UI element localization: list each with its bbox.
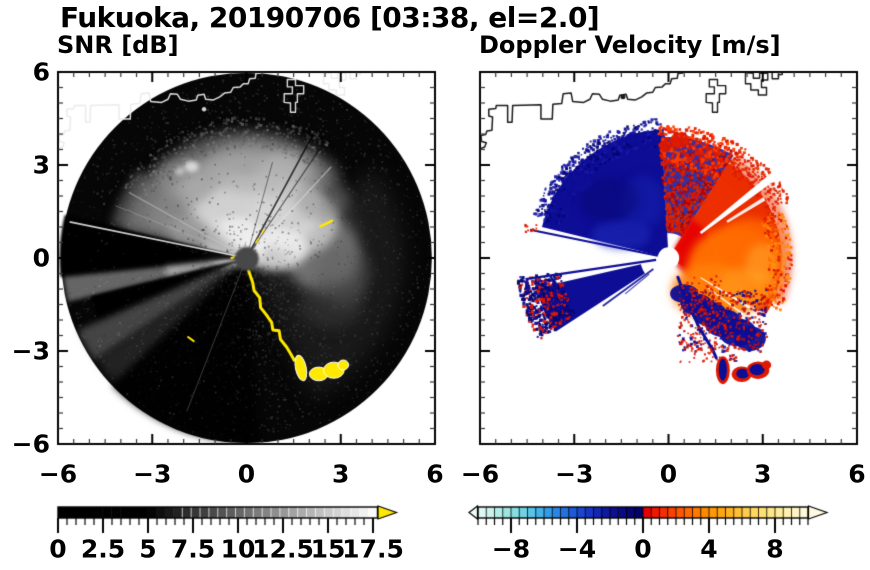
x-tick-label: 6 [426,459,444,489]
colorbar-tick-label: 12.5 [252,534,314,564]
doppler-panel-title: Doppler Velocity [m/s] [479,31,781,59]
colorbar-tick-label: 17.5 [342,534,404,564]
colorbar-tick-label: 7.5 [170,534,216,564]
x-tick-label: −6 [38,459,78,489]
x-tick-label: 3 [754,459,772,489]
colorbar-tick-label: 10 [220,534,256,564]
x-tick-label: 6 [848,459,866,489]
colorbar-tick-label: −4 [557,534,597,564]
doppler-ppi-plot [480,72,857,444]
x-tick-label: −6 [460,459,500,489]
colorbar-tick-label: 2.5 [80,534,126,564]
colorbar-tick-label: −8 [491,534,531,564]
x-tick-label: −3 [133,459,172,489]
colorbar-tick-label: 5 [139,534,157,564]
colorbar-tick-label: 0 [634,534,652,564]
x-tick-label: 0 [659,459,678,489]
snr-ppi-plot [58,72,435,444]
y-tick-label: 3 [32,150,50,180]
colorbar-tick-label: 4 [700,534,718,564]
snr-panel-title: SNR [dB] [57,31,179,59]
x-tick-label: −3 [555,459,594,489]
y-tick-label: −6 [11,429,50,459]
x-tick-label: 3 [332,459,350,489]
colorbar-tick-label: 0 [49,534,67,564]
colorbar-tick-label: 8 [766,534,784,564]
y-tick-label: 0 [32,243,50,273]
colorbar-tick-label: 15 [310,534,346,564]
y-tick-label: −3 [11,336,50,366]
figure-title: Fukuoka, 20190706 [03:38, el=2.0] [60,1,600,34]
y-tick-label: 6 [32,57,50,87]
x-tick-label: 0 [237,459,256,489]
